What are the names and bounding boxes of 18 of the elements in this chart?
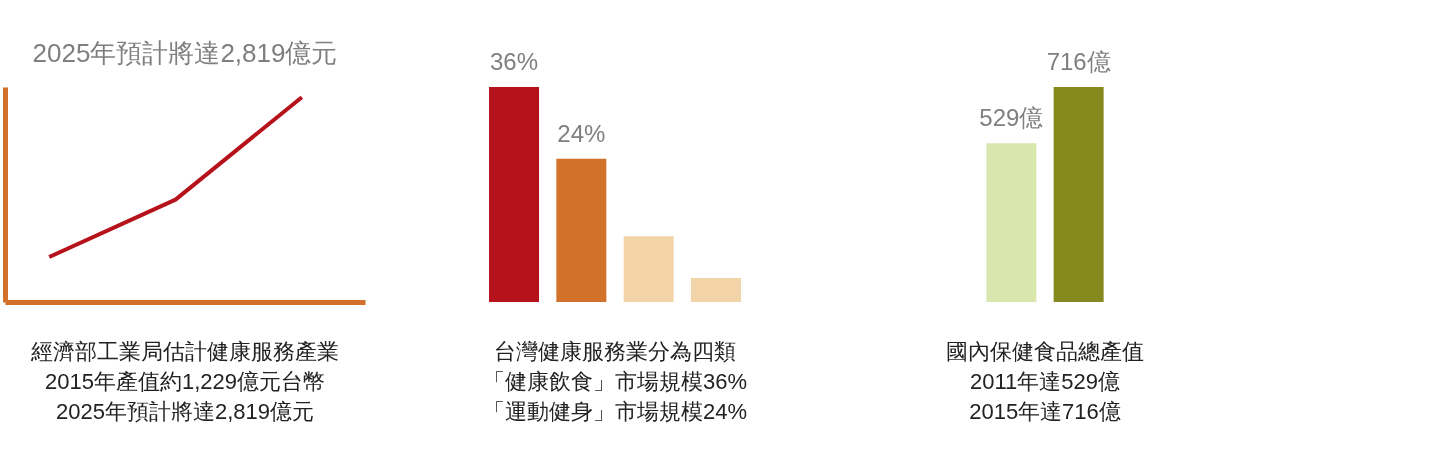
text: 2015年達716億: [969, 399, 1121, 424]
bar: [623, 236, 674, 302]
data-label: 716億: [1046, 48, 1111, 75]
text: 「健康飲食」市場規模36%: [482, 369, 748, 394]
text: 2025年預計將達2,819億元: [56, 399, 314, 424]
chart-title: 2025年預計將達2,819億元: [32, 38, 338, 68]
data-label: 529億: [979, 104, 1044, 132]
text: 2015年產值約1,229億元台幣: [45, 369, 325, 394]
bar: [690, 278, 741, 302]
bar: [556, 158, 607, 302]
data-label: 24%: [557, 119, 606, 147]
data-label: 36%: [490, 48, 539, 75]
text: 經濟部工業局估計健康服務產業: [30, 339, 339, 364]
bar: [489, 87, 540, 302]
text: 國內保健食品總產值: [946, 339, 1144, 364]
text: 台灣健康服務業分為四類: [494, 339, 736, 364]
text: 2011年達529億: [969, 369, 1121, 394]
text: 「運動健身」市場規模24%: [482, 399, 748, 424]
